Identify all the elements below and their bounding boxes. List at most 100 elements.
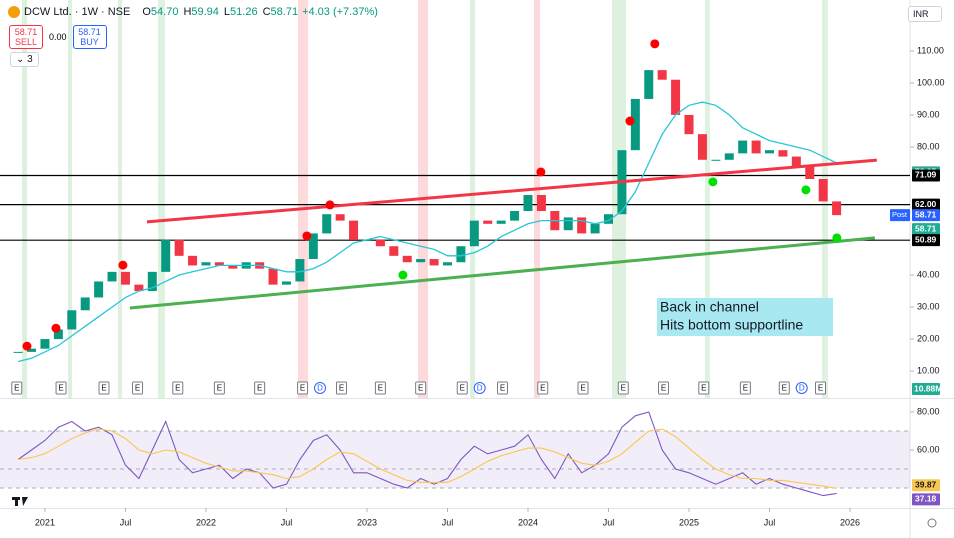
event-label: E — [217, 384, 222, 393]
currency-select[interactable]: INR — [908, 6, 942, 22]
candle — [389, 246, 399, 256]
event-label: E — [460, 384, 465, 393]
event-icon — [577, 381, 589, 395]
rsi-y-tick-label: 60.00 — [917, 444, 940, 454]
signal-dot — [22, 341, 32, 351]
candle — [724, 153, 734, 160]
ohlc-value: 51.26 — [230, 6, 258, 18]
trendline — [146, 158, 877, 224]
candle — [697, 134, 707, 160]
trendline — [129, 236, 875, 310]
candle — [281, 281, 291, 285]
candle — [402, 255, 412, 263]
event-icon — [617, 381, 629, 395]
candle — [107, 271, 117, 282]
symbol[interactable]: DCW Ltd. · 1W · NSE — [24, 6, 131, 18]
signal-column — [470, 0, 475, 398]
candle — [818, 178, 828, 202]
x-tick-label: Jul — [442, 517, 454, 527]
event-icon — [473, 382, 486, 394]
event-label: E — [661, 384, 666, 393]
event-icon — [537, 381, 549, 395]
ohlc-value: 54.70 — [150, 6, 179, 18]
candle — [684, 114, 694, 135]
y-tick-label: 20.00 — [917, 333, 940, 343]
event-label: D — [477, 384, 483, 393]
candle — [442, 262, 452, 266]
event-icon — [415, 381, 427, 395]
event-label: E — [378, 384, 383, 393]
candle — [80, 297, 90, 311]
signal-dot — [302, 231, 312, 241]
x-tick-label: Jul — [120, 517, 132, 527]
candle — [94, 281, 104, 298]
event-icon — [254, 381, 266, 395]
candle — [375, 239, 385, 247]
candle — [630, 98, 640, 151]
event-icon — [374, 381, 386, 395]
x-tick-label: Jul — [603, 517, 615, 527]
indicator-toggle[interactable]: ⌄ 3 — [10, 52, 39, 67]
y-tick-label: 80.00 — [917, 141, 940, 151]
candle — [791, 156, 801, 167]
y-tick-label: 100.00 — [917, 77, 945, 87]
x-tick-label: Jul — [764, 517, 776, 527]
currency: INR — [913, 9, 929, 19]
candle — [40, 339, 50, 349]
rsi-value-box — [912, 493, 940, 506]
event-icon — [314, 382, 327, 394]
event-icon — [456, 381, 468, 395]
signal-column — [118, 0, 122, 398]
candle — [308, 233, 318, 260]
rsi-value-box — [912, 479, 940, 492]
y-tick-label: 40.00 — [917, 269, 940, 279]
event-icon — [172, 381, 184, 395]
candle — [295, 259, 305, 282]
signal-dot — [398, 270, 408, 280]
event-label: E — [14, 384, 19, 393]
candle — [456, 246, 466, 263]
y-tick-label: 30.00 — [917, 301, 940, 311]
ohlc-value: 58.71 — [270, 6, 299, 18]
event-icon — [496, 381, 508, 395]
signal-dot — [801, 185, 811, 195]
event-icon — [658, 381, 670, 395]
spread: 0.00 — [49, 32, 67, 42]
settings-icon[interactable] — [927, 518, 937, 528]
ohlc-key: L — [223, 6, 231, 18]
event-label: E — [743, 384, 748, 393]
rsi-line — [17, 411, 837, 497]
ohlc-key: O — [142, 6, 151, 18]
candle — [832, 201, 842, 216]
candle — [201, 262, 211, 266]
sell-button[interactable]: 58.71 SELL — [9, 25, 43, 49]
event-label: E — [540, 384, 545, 393]
candle — [671, 79, 681, 115]
event-icon — [297, 381, 309, 395]
annotation-line: Hits bottom supportline — [660, 317, 803, 333]
y-tick-label: 110.00 — [917, 45, 944, 55]
candle — [469, 220, 479, 247]
candle — [805, 166, 815, 179]
candle — [322, 214, 332, 234]
x-tick-label: 2025 — [679, 517, 699, 527]
x-tick-label: 2022 — [196, 517, 216, 527]
event-label: E — [580, 384, 585, 393]
signal-dot — [625, 116, 635, 126]
candle — [483, 220, 493, 224]
buy-button[interactable]: 58.71 BUY — [72, 25, 107, 49]
price-label: 62.00 — [915, 199, 937, 209]
price-label-box — [912, 234, 940, 247]
candle — [711, 159, 721, 161]
event-icon — [795, 382, 808, 394]
event-label: E — [101, 384, 106, 393]
candle — [778, 150, 788, 157]
symbol-header: DCW Ltd. · 1W · NSE O54.70 H59.94 L51.26 C5… — [8, 6, 378, 18]
candle — [53, 329, 63, 340]
buy-price: 58.71 — [78, 27, 101, 37]
event-icon — [213, 381, 225, 395]
sell-price: 58.71 — [14, 27, 38, 37]
candle — [214, 262, 224, 266]
candle — [120, 271, 130, 285]
candle — [147, 271, 157, 292]
